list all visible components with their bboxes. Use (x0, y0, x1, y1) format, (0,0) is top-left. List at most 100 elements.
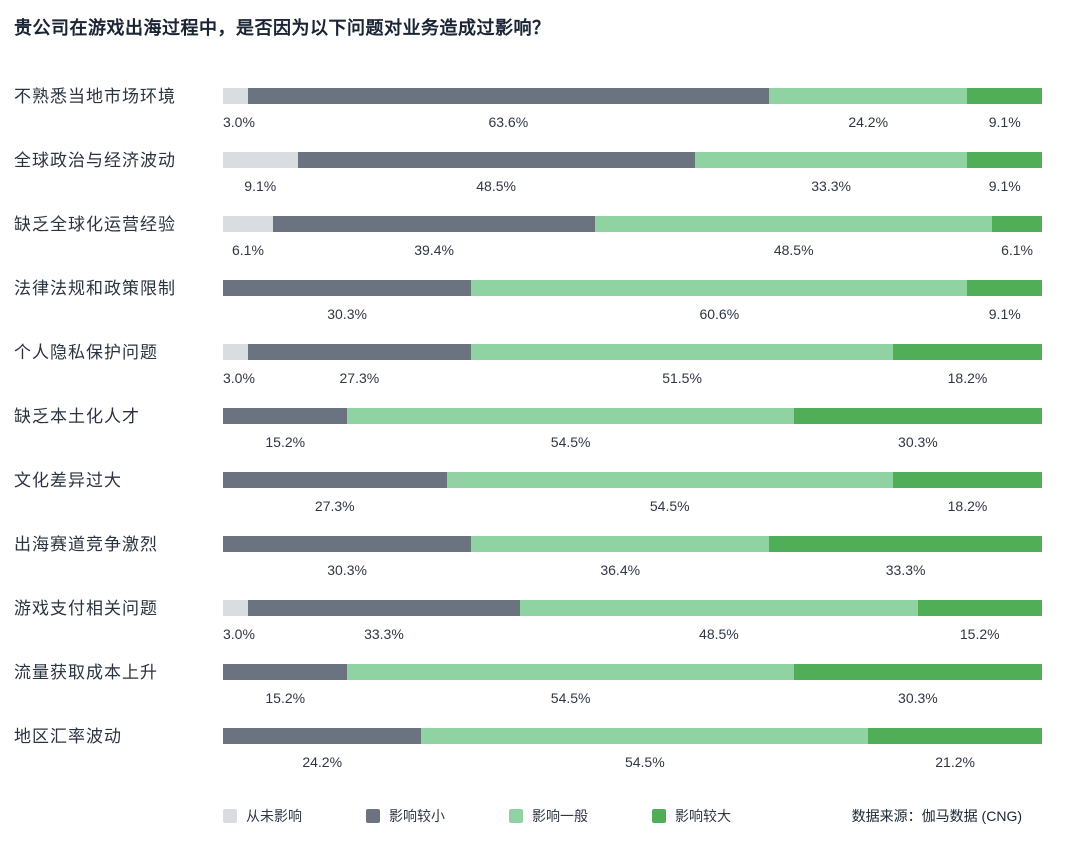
category-label: 游戏支付相关问题 (14, 599, 158, 618)
bar-segment-moderate (520, 600, 918, 616)
table-row: 地区汇率波动 24.2% 54.5% 21.2% (14, 728, 1042, 792)
segment-value-label: 3.0% (223, 370, 255, 386)
bar-segment-major (892, 344, 1042, 360)
bar-segment-moderate (421, 728, 869, 744)
category-label: 流量获取成本上升 (14, 663, 158, 682)
segment-value-label: 27.3% (339, 370, 380, 386)
bar-area: 24.2% 54.5% 21.2% (223, 728, 1042, 770)
segment-value-label: 54.5% (649, 498, 690, 514)
legend-item-major: 影响较大 (652, 806, 731, 826)
table-row: 缺乏全球化运营经验 6.1% 39.4% 48.5% 6.1% (14, 216, 1042, 280)
bar-segment-moderate (595, 216, 993, 232)
bar-segment-moderate (347, 408, 794, 424)
bar-segment-major (868, 728, 1042, 744)
segment-value-label: 18.2% (947, 370, 988, 386)
bar-segment-major (917, 600, 1042, 616)
legend-label-minor: 影响较小 (389, 808, 445, 824)
bar-segment-major (967, 280, 1042, 296)
stacked-bar (223, 344, 1042, 360)
legend-label-major: 影响较大 (675, 808, 731, 824)
segment-value-label: 9.1% (988, 306, 1021, 322)
category-label: 出海赛道竞争激烈 (14, 535, 158, 554)
segment-value-label: 27.3% (314, 498, 355, 514)
segment-value-label: 63.6% (488, 114, 529, 130)
category-label: 全球政治与经济波动 (14, 151, 176, 170)
bar-segment-minor (247, 600, 521, 616)
table-row: 流量获取成本上升 15.2% 54.5% 30.3% (14, 664, 1042, 728)
legend-swatch-never-icon (223, 809, 237, 823)
segment-value-label: 15.2% (959, 626, 1000, 642)
segment-value-label: 15.2% (265, 434, 306, 450)
bar-segment-never (223, 216, 273, 232)
bar-segment-minor (223, 536, 472, 552)
legend-swatch-minor-icon (366, 809, 380, 823)
category-label: 文化差异过大 (14, 471, 122, 490)
bar-segment-major (967, 152, 1042, 168)
category-label: 不熟悉当地市场环境 (14, 87, 176, 106)
bar-segment-minor (247, 88, 769, 104)
chart-rows: 不熟悉当地市场环境 3.0% 63.6% 24.2% 9.1% 全球政治与经济波动 9.1%… (14, 88, 1042, 792)
bar-area: 27.3% 54.5% 18.2% (223, 472, 1042, 514)
bar-area: 9.1% 48.5% 33.3% 9.1% (223, 152, 1042, 194)
bar-segment-major (992, 216, 1042, 232)
bar-area: 30.3% 36.4% 33.3% (223, 536, 1042, 578)
bar-area: 3.0% 33.3% 48.5% 15.2% (223, 600, 1042, 642)
category-label: 个人隐私保护问题 (14, 343, 158, 362)
segment-value-label: 51.5% (662, 370, 702, 386)
bar-segment-major (892, 472, 1042, 488)
bar-area: 15.2% 54.5% 30.3% (223, 408, 1042, 450)
segment-value-label: 21.2% (935, 754, 975, 770)
segment-value-label: 30.3% (898, 690, 938, 706)
stacked-bar (223, 536, 1042, 552)
bar-segment-moderate (347, 664, 794, 680)
category-label: 法律法规和政策限制 (14, 279, 176, 298)
category-label: 缺乏全球化运营经验 (14, 215, 176, 234)
stacked-bar (223, 216, 1042, 232)
chart-title: 贵公司在游戏出海过程中，是否因为以下问题对业务造成过影响？ (14, 18, 551, 38)
segment-value-label: 54.5% (550, 690, 591, 706)
legend: 从未影响 影响较小 影响一般 影响较大 数据来源：伽马数据 (CNG) (223, 806, 1022, 826)
bar-segment-moderate (694, 152, 968, 168)
segment-value-label: 60.6% (699, 306, 740, 322)
bar-area: 15.2% 54.5% 30.3% (223, 664, 1042, 706)
table-row: 文化差异过大 27.3% 54.5% 18.2% (14, 472, 1042, 536)
segment-value-label: 30.3% (898, 434, 938, 450)
segment-value-label: 30.3% (327, 306, 367, 322)
legend-swatch-moderate-icon (509, 809, 523, 823)
legend-item-never: 从未影响 (223, 806, 302, 826)
bar-segment-never (223, 600, 248, 616)
segment-value-label: 9.1% (988, 114, 1021, 130)
bar-segment-major (793, 664, 1042, 680)
bar-segment-moderate (446, 472, 893, 488)
table-row: 个人隐私保护问题 3.0% 27.3% 51.5% 18.2% (14, 344, 1042, 408)
segment-value-label: 18.2% (947, 498, 988, 514)
bar-segment-minor (223, 280, 472, 296)
bar-segment-minor (223, 408, 348, 424)
stacked-bar (223, 728, 1042, 744)
bar-segment-minor (223, 472, 447, 488)
bar-segment-major (793, 408, 1042, 424)
segment-value-label: 48.5% (699, 626, 739, 642)
segment-value-label: 33.3% (364, 626, 404, 642)
stacked-bar (223, 664, 1042, 680)
segment-value-label: 39.4% (414, 242, 454, 258)
bar-area: 3.0% 63.6% 24.2% 9.1% (223, 88, 1042, 130)
segment-value-label: 24.2% (848, 114, 889, 130)
bar-segment-moderate (471, 280, 968, 296)
category-label: 缺乏本土化人才 (14, 407, 140, 426)
bar-segment-never (223, 344, 248, 360)
stacked-bar (223, 152, 1042, 168)
bar-segment-moderate (769, 88, 968, 104)
stacked-bar (223, 88, 1042, 104)
bar-area: 30.3% 60.6% 9.1% (223, 280, 1042, 322)
bar-segment-minor (223, 664, 348, 680)
stacked-bar (223, 280, 1042, 296)
bar-segment-major (769, 536, 1042, 552)
segment-value-label: 54.5% (624, 754, 665, 770)
stacked-bar (223, 600, 1042, 616)
table-row: 不熟悉当地市场环境 3.0% 63.6% 24.2% 9.1% (14, 88, 1042, 152)
stacked-bar (223, 472, 1042, 488)
segment-value-label: 54.5% (550, 434, 591, 450)
table-row: 缺乏本土化人才 15.2% 54.5% 30.3% (14, 408, 1042, 472)
bar-segment-major (967, 88, 1042, 104)
